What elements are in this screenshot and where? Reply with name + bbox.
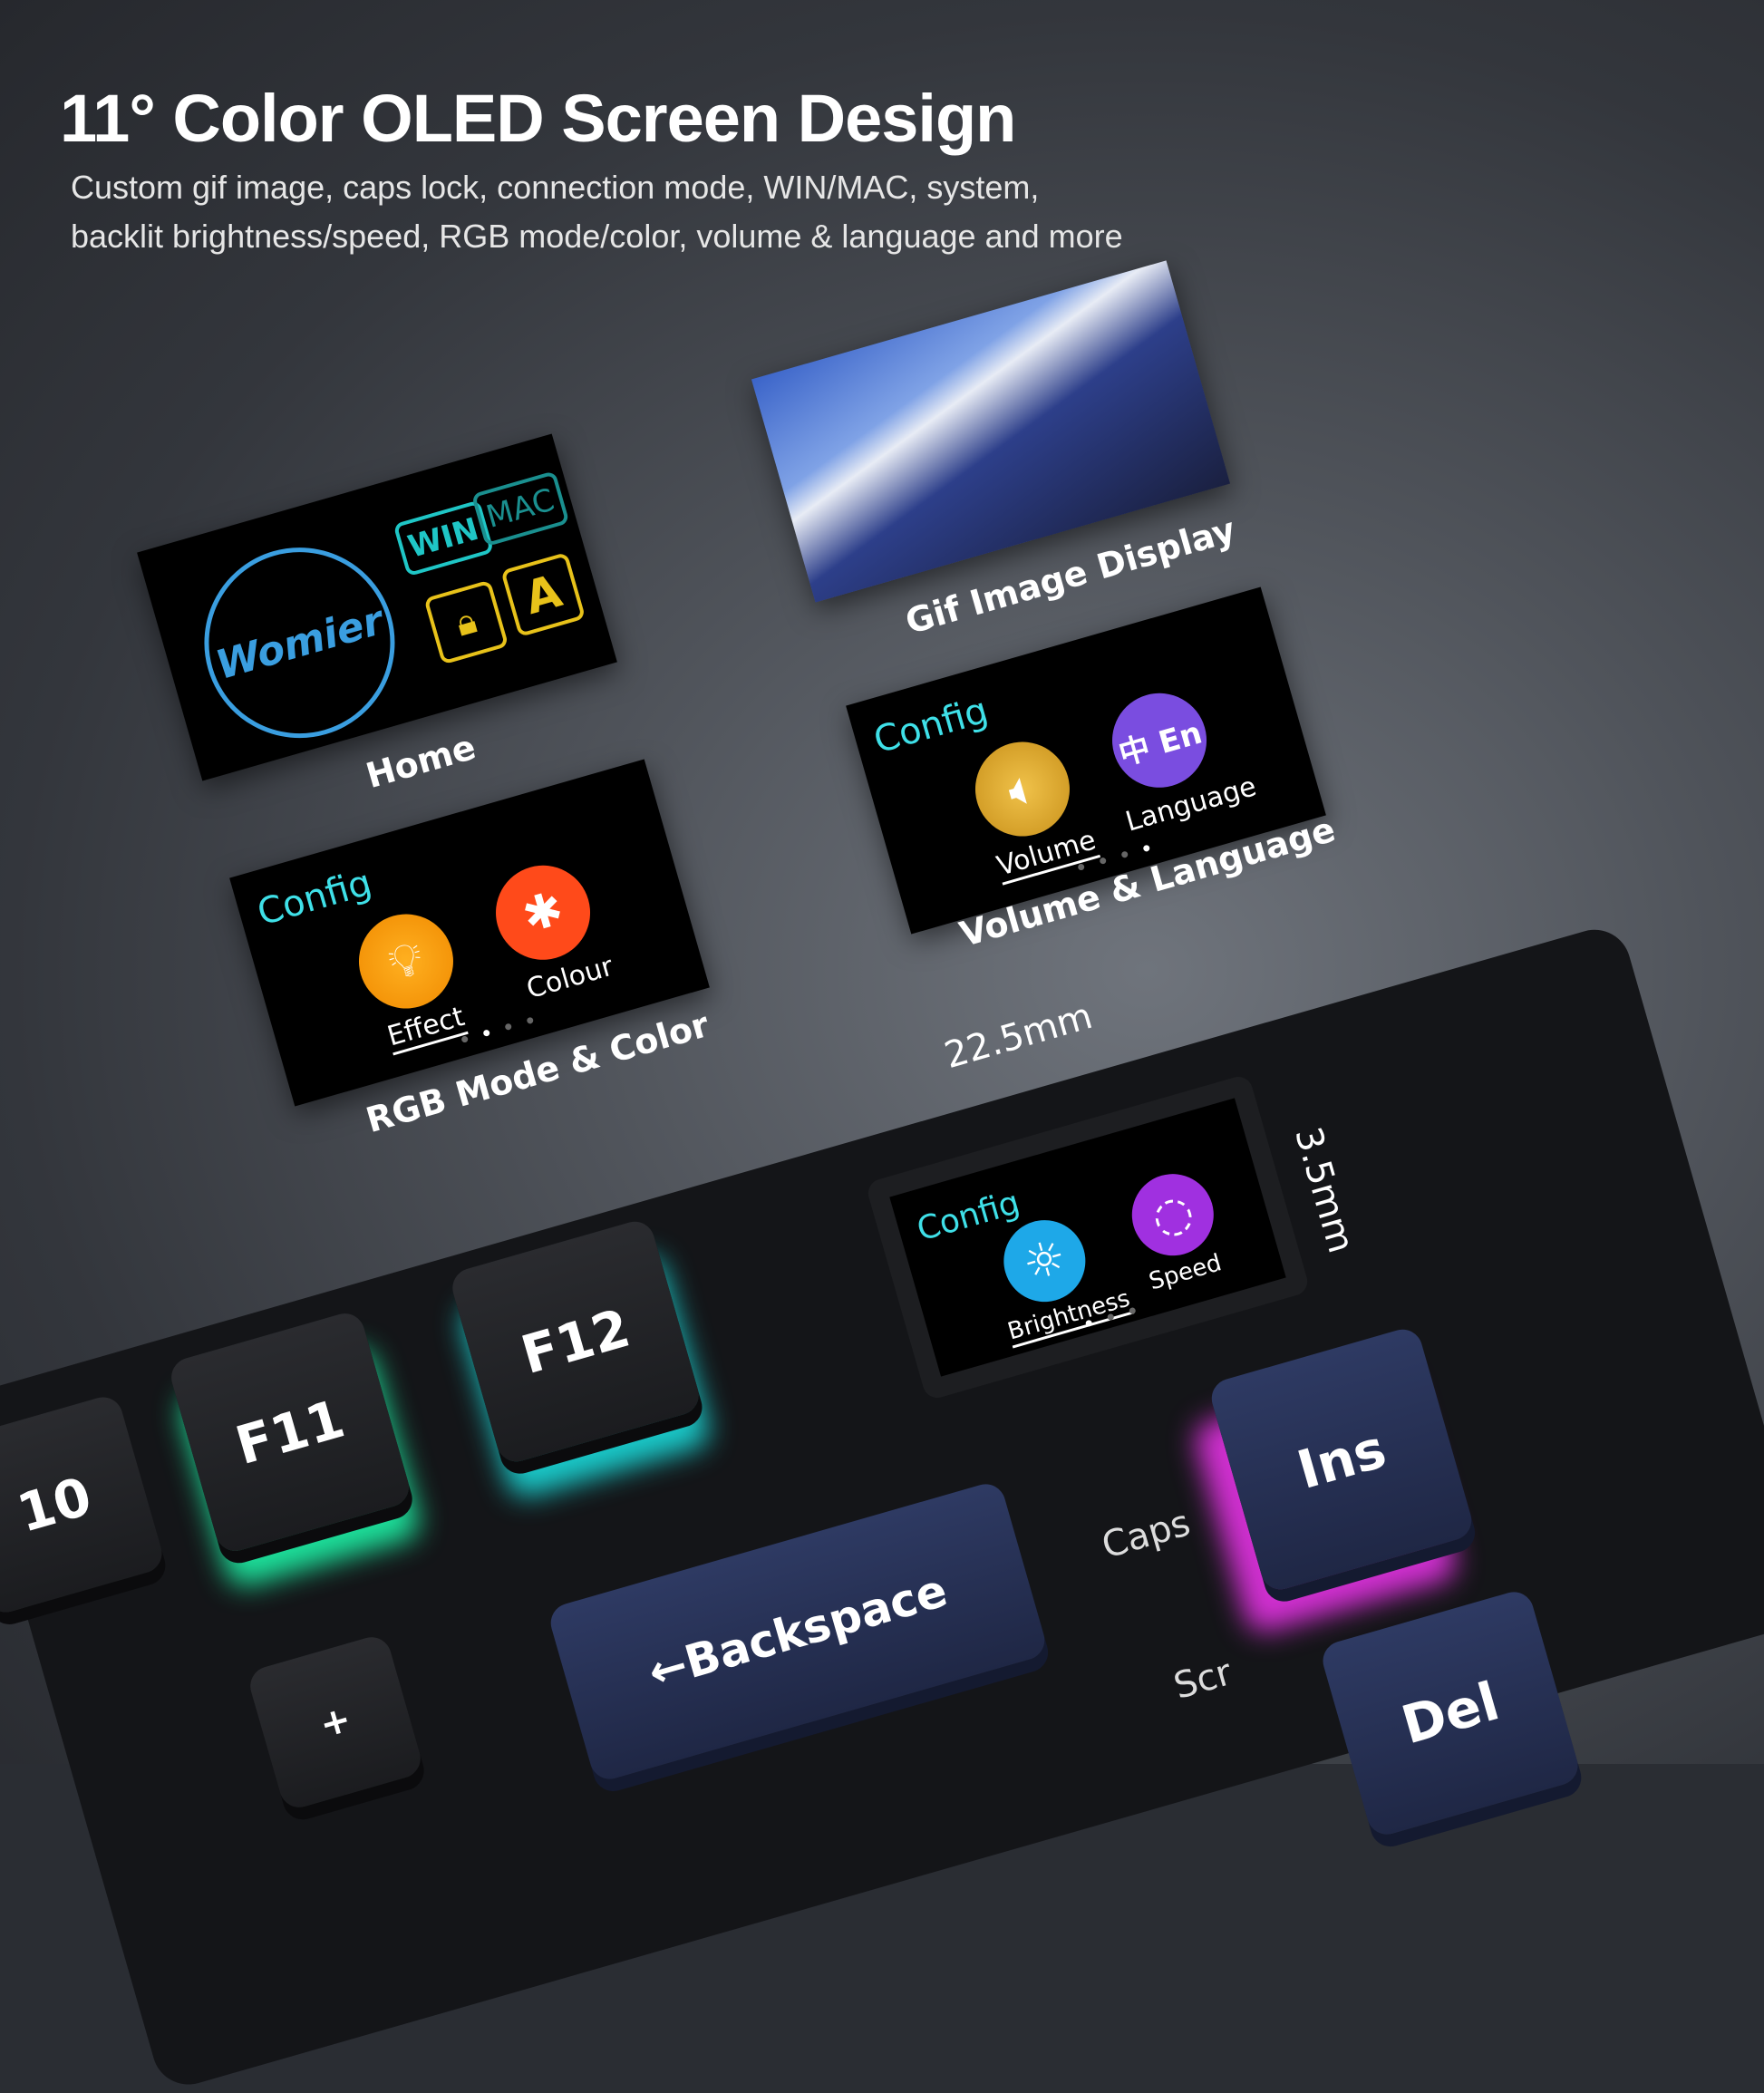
subtitle-line-1: Custom gif image, caps lock, connection … xyxy=(71,169,1040,206)
subtitle-line-2: backlit brightness/speed, RGB mode/color… xyxy=(71,218,1123,255)
lock-icon: 🔒︎ xyxy=(423,579,509,665)
page-dots xyxy=(460,1016,535,1043)
caps-lock-badge: A xyxy=(500,551,586,637)
color-burst-icon: ✱ xyxy=(484,854,602,972)
speed-option[interactable]: Speed xyxy=(1146,1249,1225,1296)
brightness-icon: ☼ xyxy=(993,1210,1096,1312)
config-title: Config xyxy=(868,689,993,762)
bulb-icon: 💡︎ xyxy=(347,903,465,1020)
config-title: Config xyxy=(252,861,377,935)
effect-option[interactable]: Effect xyxy=(383,1001,470,1056)
headline: 11° Color OLED Screen Design xyxy=(60,81,1016,156)
speaker-icon: 🔈︎ xyxy=(964,731,1081,848)
language-icon: 中 En xyxy=(1100,682,1218,799)
config-title: Config xyxy=(913,1184,1024,1249)
womier-logo: Womier xyxy=(181,525,418,761)
speed-icon: ◌ xyxy=(1122,1164,1224,1265)
mac-badge: MAC xyxy=(470,470,570,547)
